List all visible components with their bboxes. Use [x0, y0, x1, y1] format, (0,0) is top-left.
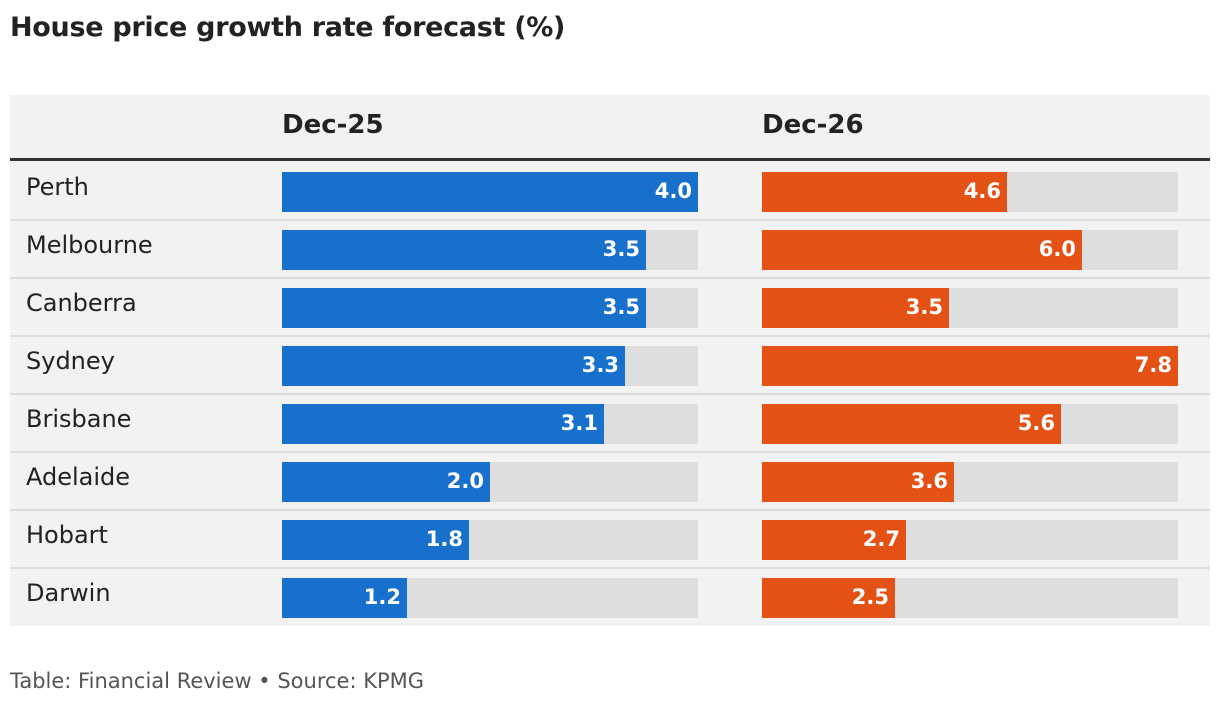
row-separator: [10, 335, 1210, 337]
table-row: Hobart 1.8 2.7: [10, 509, 1210, 567]
row-separator: [10, 277, 1210, 279]
bar-value-label: 1.8: [425, 527, 463, 551]
bar-dec-26: 2.5: [762, 578, 895, 618]
bar-value-label: 3.5: [905, 295, 943, 319]
bar-dec-25: 3.5: [282, 288, 646, 328]
bar-value-label: 3.5: [602, 237, 640, 261]
bar-value-label: 3.3: [581, 353, 619, 377]
city-label: Perth: [26, 173, 89, 201]
bar-dec-25: 3.1: [282, 404, 604, 444]
row-separator: [10, 393, 1210, 395]
bar-value-label: 3.1: [560, 411, 598, 435]
bar-dec-26: 3.5: [762, 288, 949, 328]
bar-value-label: 3.5: [602, 295, 640, 319]
table-row: Darwin 1.2 2.5: [10, 567, 1210, 625]
table-row: Sydney 3.3 7.8: [10, 335, 1210, 393]
bar-value-label: 3.6: [910, 469, 948, 493]
bar-dec-26: 5.6: [762, 404, 1061, 444]
row-separator: [10, 567, 1210, 569]
bar-track: 3.5: [282, 288, 698, 328]
table-row: Perth 4.0 4.6: [10, 161, 1210, 219]
bar-track: 6.0: [762, 230, 1178, 270]
bar-value-label: 4.6: [963, 179, 1001, 203]
bar-dec-25: 1.8: [282, 520, 469, 560]
city-label: Brisbane: [26, 405, 132, 433]
bar-dec-26: 3.6: [762, 462, 954, 502]
bar-value-label: 7.8: [1134, 353, 1172, 377]
column-header-dec-25: Dec-25: [282, 110, 384, 140]
bar-track: 4.6: [762, 172, 1178, 212]
header-rule: [10, 158, 1210, 161]
bar-track: 3.3: [282, 346, 698, 386]
bar-dec-26: 7.8: [762, 346, 1178, 386]
row-separator: [10, 509, 1210, 511]
bar-dec-26: 6.0: [762, 230, 1082, 270]
bar-track: 2.7: [762, 520, 1178, 560]
bar-track: 2.0: [282, 462, 698, 502]
bar-dec-25: 4.0: [282, 172, 698, 212]
city-label: Canberra: [26, 289, 137, 317]
bar-dec-25: 3.3: [282, 346, 625, 386]
city-label: Adelaide: [26, 463, 131, 491]
table-row: Brisbane 3.1 5.6: [10, 393, 1210, 451]
bar-value-label: 5.6: [1017, 411, 1055, 435]
bar-value-label: 6.0: [1038, 237, 1076, 261]
bar-track: 5.6: [762, 404, 1178, 444]
city-label: Darwin: [26, 579, 111, 607]
bar-track: 7.8: [762, 346, 1178, 386]
bar-track: 4.0: [282, 172, 698, 212]
table-row: Adelaide 2.0 3.6: [10, 451, 1210, 509]
source-credit: Table: Financial Review • Source: KPMG: [10, 669, 425, 693]
bar-dec-26: 2.7: [762, 520, 906, 560]
bar-track: 3.6: [762, 462, 1178, 502]
bar-value-label: 1.2: [363, 585, 401, 609]
row-separator: [10, 451, 1210, 453]
bar-value-label: 4.0: [654, 179, 692, 203]
bar-dec-25: 2.0: [282, 462, 490, 502]
bar-value-label: 2.0: [446, 469, 484, 493]
row-separator: [10, 219, 1210, 221]
bar-track: 1.2: [282, 578, 698, 618]
bar-track: 3.1: [282, 404, 698, 444]
column-header-dec-26: Dec-26: [762, 110, 864, 140]
bar-dec-26: 4.6: [762, 172, 1007, 212]
bar-track: 3.5: [282, 230, 698, 270]
table-row: Melbourne 3.5 6.0: [10, 219, 1210, 277]
table-row: Canberra 3.5 3.5: [10, 277, 1210, 335]
bar-value-label: 2.7: [862, 527, 900, 551]
bar-table: Dec-25 Dec-26 Perth 4.0 4.6 Melbourne 3.5 6.0…: [10, 95, 1210, 626]
bar-track: 3.5: [762, 288, 1178, 328]
city-label: Melbourne: [26, 231, 153, 259]
bar-value-label: 2.5: [851, 585, 889, 609]
bar-track: 2.5: [762, 578, 1178, 618]
city-label: Hobart: [26, 521, 108, 549]
city-label: Sydney: [26, 347, 115, 375]
chart-title: House price growth rate forecast (%): [10, 12, 566, 43]
bar-dec-25: 3.5: [282, 230, 646, 270]
bar-track: 1.8: [282, 520, 698, 560]
bar-dec-25: 1.2: [282, 578, 407, 618]
